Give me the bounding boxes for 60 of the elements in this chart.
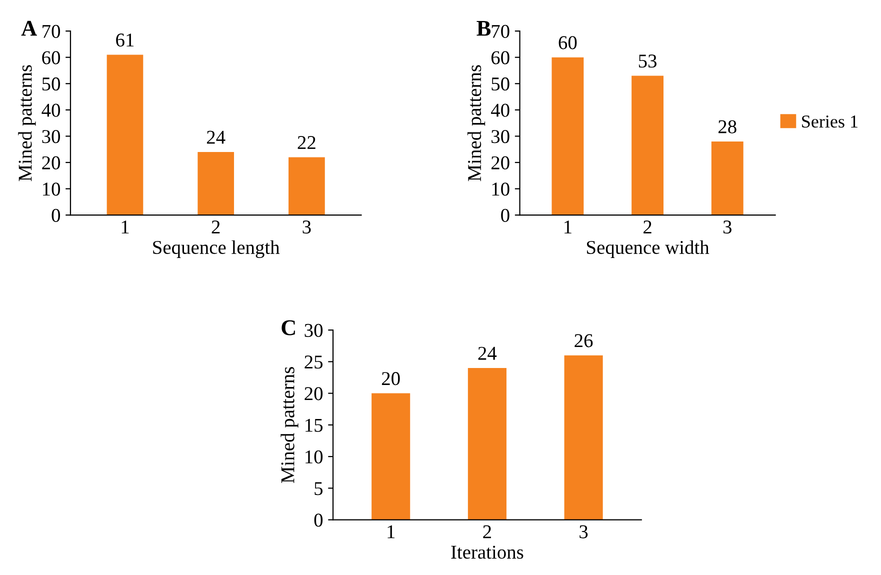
y-tick-label: 70 xyxy=(492,24,510,38)
y-axis-title: Mined patterns xyxy=(18,65,36,182)
y-tick-label: 40 xyxy=(42,104,60,117)
y-tick-label: 0 xyxy=(501,208,510,222)
x-axis-title: Sequence width xyxy=(587,240,710,258)
bar xyxy=(288,157,325,216)
y-tick-label: 60 xyxy=(491,51,510,64)
y-tick-label: 10 xyxy=(492,182,510,196)
y-tick-label: 15 xyxy=(306,418,323,432)
data-label: 61 xyxy=(116,34,134,47)
chart-title: C xyxy=(282,320,295,336)
y-tick-label: 0 xyxy=(52,208,60,222)
bar xyxy=(106,54,144,216)
x-tick-label: 2 xyxy=(644,220,652,234)
x-axis-title: Iterations xyxy=(451,546,524,559)
y-tick-label: 20 xyxy=(42,156,60,170)
y-tick-label: 5 xyxy=(314,482,323,496)
bar xyxy=(372,393,410,520)
bar xyxy=(711,141,744,216)
x-tick-label: 1 xyxy=(564,220,572,234)
y-tick-label: 30 xyxy=(492,130,510,144)
bar xyxy=(564,355,603,520)
y-tick-label: 10 xyxy=(43,182,60,196)
data-label: 26 xyxy=(574,334,593,348)
data-label: 20 xyxy=(382,372,400,386)
bar xyxy=(198,152,234,216)
y-tick-label: 70 xyxy=(42,24,60,38)
data-label: 53 xyxy=(638,54,656,68)
x-tick-label: 1 xyxy=(388,525,395,538)
y-axis-title: Mined patterns xyxy=(467,65,486,182)
bar xyxy=(468,368,506,520)
y-tick-label: 10 xyxy=(306,450,323,464)
data-label: 24 xyxy=(478,346,497,360)
bar xyxy=(552,57,584,216)
y-tick-label: 60 xyxy=(42,51,60,64)
chart-title: B xyxy=(476,21,491,36)
x-tick-label: 3 xyxy=(580,525,588,538)
y-tick-label: 20 xyxy=(491,156,510,170)
y-tick-label: 40 xyxy=(491,104,510,117)
x-tick-label: 3 xyxy=(723,220,732,234)
bar xyxy=(632,76,664,216)
y-tick-label: 30 xyxy=(42,130,60,144)
y-tick-label: 0 xyxy=(314,514,323,527)
y-tick-label: 20 xyxy=(304,387,323,400)
y-tick-label: 30 xyxy=(304,324,323,337)
y-axis-title: Mined patterns xyxy=(280,367,298,483)
y-tick-label: 25 xyxy=(304,356,323,369)
data-label: 28 xyxy=(718,120,736,134)
y-tick-label: 50 xyxy=(42,77,60,91)
chart-title: A xyxy=(21,20,37,36)
x-tick-label: 2 xyxy=(212,220,220,234)
data-label: 24 xyxy=(206,130,226,144)
x-tick-label: 2 xyxy=(483,525,491,538)
data-label: 22 xyxy=(298,136,316,149)
x-tick-label: 1 xyxy=(122,220,129,234)
x-tick-label: 3 xyxy=(302,220,311,234)
legend-label: Series 1 xyxy=(802,115,858,128)
data-label: 60 xyxy=(558,36,577,50)
y-tick-label: 50 xyxy=(492,77,510,91)
x-axis-title: Sequence length xyxy=(153,240,280,258)
